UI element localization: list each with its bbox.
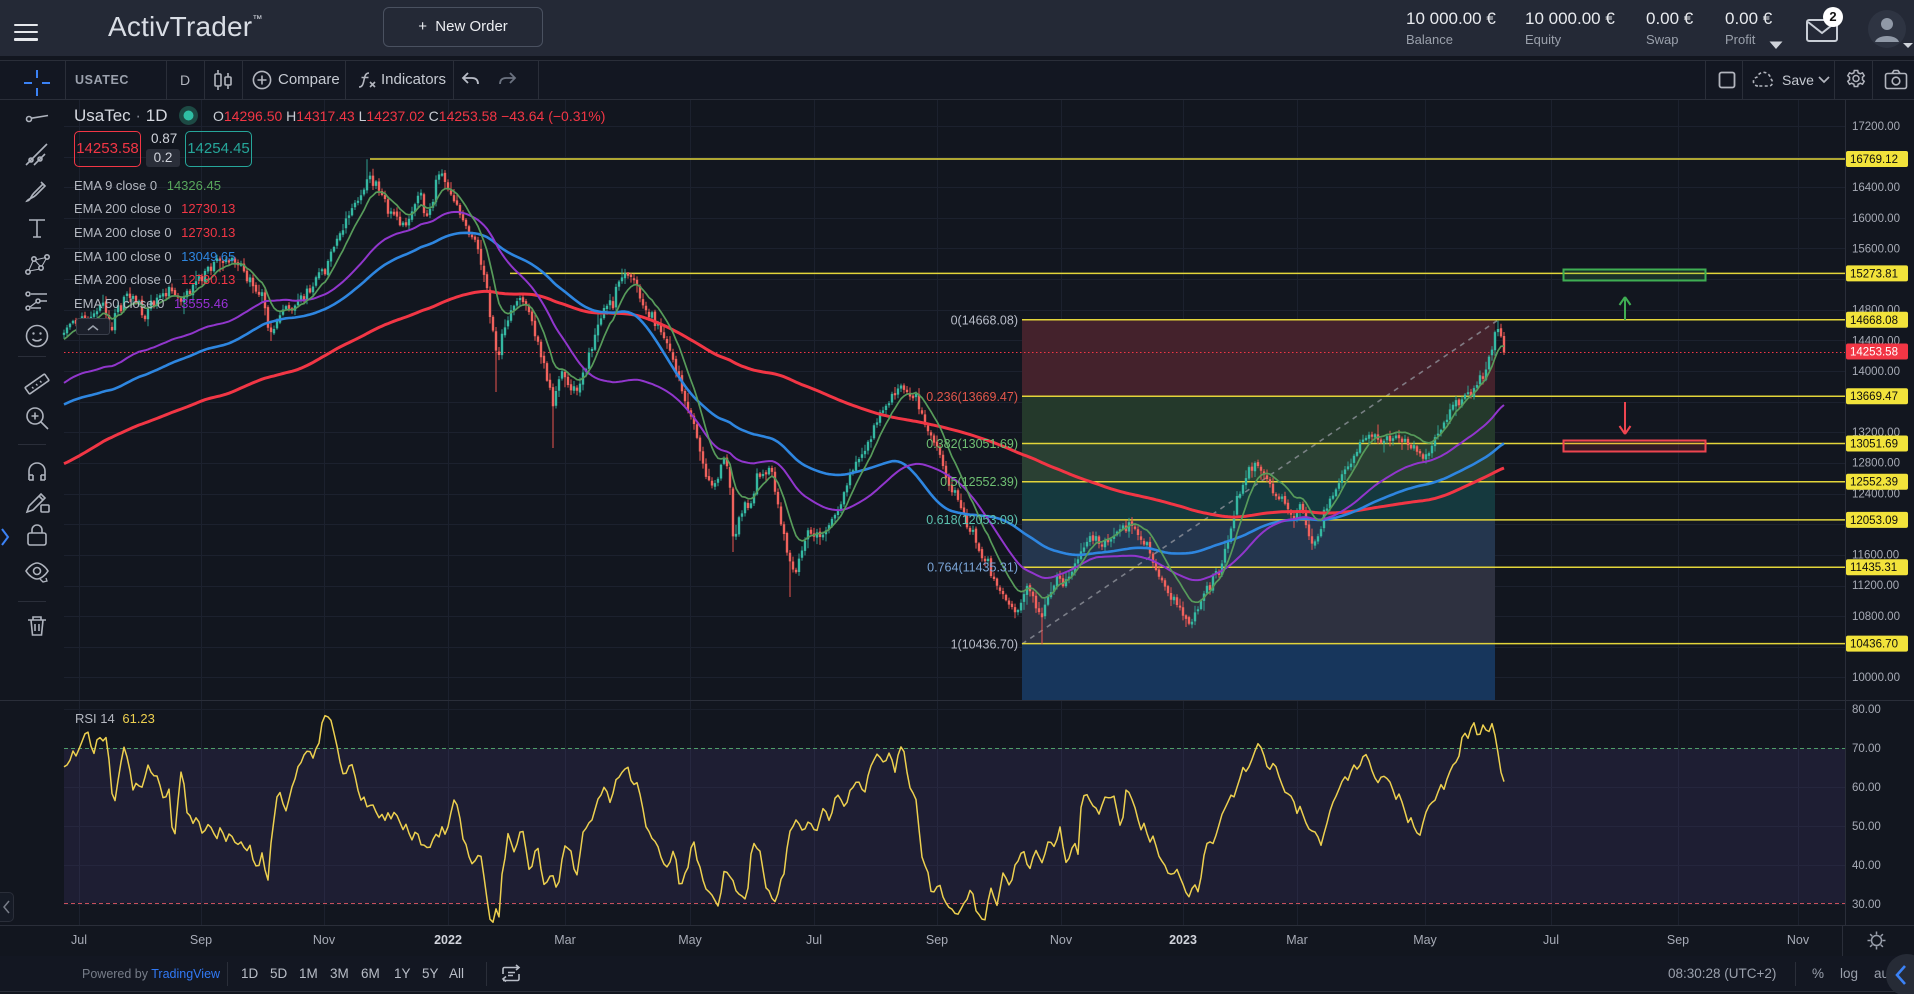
svg-text:12800.00: 12800.00 [1852, 458, 1900, 470]
svg-text:1(10436.70): 1(10436.70) [951, 638, 1018, 652]
svg-text:2022: 2022 [434, 933, 462, 947]
svg-text:0.5(12552.39): 0.5(12552.39) [940, 475, 1018, 489]
svg-text:11435.31: 11435.31 [1850, 562, 1897, 574]
svg-text:16400.00: 16400.00 [1852, 182, 1900, 194]
svg-text:10000.00: 10000.00 [1852, 672, 1900, 684]
svg-text:12400.00: 12400.00 [1852, 488, 1900, 500]
svg-text:0.764(11435.31): 0.764(11435.31) [927, 561, 1018, 575]
svg-text:14253.58: 14253.58 [1850, 347, 1898, 359]
svg-text:11600.00: 11600.00 [1852, 550, 1899, 562]
svg-text:Jul: Jul [806, 933, 822, 947]
svg-text:Sep: Sep [1667, 933, 1689, 947]
svg-text:12552.39: 12552.39 [1850, 477, 1898, 489]
svg-text:10436.70: 10436.70 [1850, 639, 1898, 651]
svg-text:12053.09: 12053.09 [1850, 515, 1898, 527]
svg-text:60.00: 60.00 [1852, 782, 1881, 794]
svg-text:13051.69: 13051.69 [1850, 439, 1898, 451]
svg-text:2023: 2023 [1169, 933, 1197, 947]
svg-text:Mar: Mar [554, 933, 576, 947]
svg-text:17200.00: 17200.00 [1852, 121, 1900, 133]
svg-text:70.00: 70.00 [1852, 743, 1881, 755]
svg-text:Jul: Jul [1543, 933, 1559, 947]
svg-text:15600.00: 15600.00 [1852, 243, 1900, 255]
svg-text:16000.00: 16000.00 [1852, 213, 1900, 225]
svg-text:0.618(12053.09): 0.618(12053.09) [926, 513, 1018, 527]
svg-text:Sep: Sep [190, 933, 212, 947]
svg-text:10800.00: 10800.00 [1852, 611, 1900, 623]
svg-text:80.00: 80.00 [1852, 704, 1881, 716]
svg-text:Nov: Nov [1050, 933, 1073, 947]
svg-text:Mar: Mar [1286, 933, 1308, 947]
svg-text:11200.00: 11200.00 [1852, 580, 1899, 592]
svg-text:Sep: Sep [926, 933, 948, 947]
svg-text:Nov: Nov [1787, 933, 1810, 947]
svg-text:15273.81: 15273.81 [1850, 268, 1898, 280]
svg-text:May: May [1413, 933, 1437, 947]
svg-text:40.00: 40.00 [1852, 860, 1881, 872]
svg-text:0.236(13669.47): 0.236(13669.47) [926, 390, 1018, 404]
svg-text:May: May [678, 933, 702, 947]
svg-text:16769.12: 16769.12 [1850, 154, 1898, 166]
svg-text:14668.08: 14668.08 [1850, 315, 1898, 327]
svg-text:0.382(13051.69): 0.382(13051.69) [926, 437, 1018, 451]
svg-text:Nov: Nov [313, 933, 336, 947]
svg-text:Jul: Jul [71, 933, 87, 947]
svg-text:30.00: 30.00 [1852, 899, 1881, 911]
svg-text:13669.47: 13669.47 [1850, 391, 1898, 403]
svg-text:14000.00: 14000.00 [1852, 366, 1900, 378]
svg-text:0(14668.08): 0(14668.08) [951, 314, 1018, 328]
svg-text:50.00: 50.00 [1852, 821, 1881, 833]
